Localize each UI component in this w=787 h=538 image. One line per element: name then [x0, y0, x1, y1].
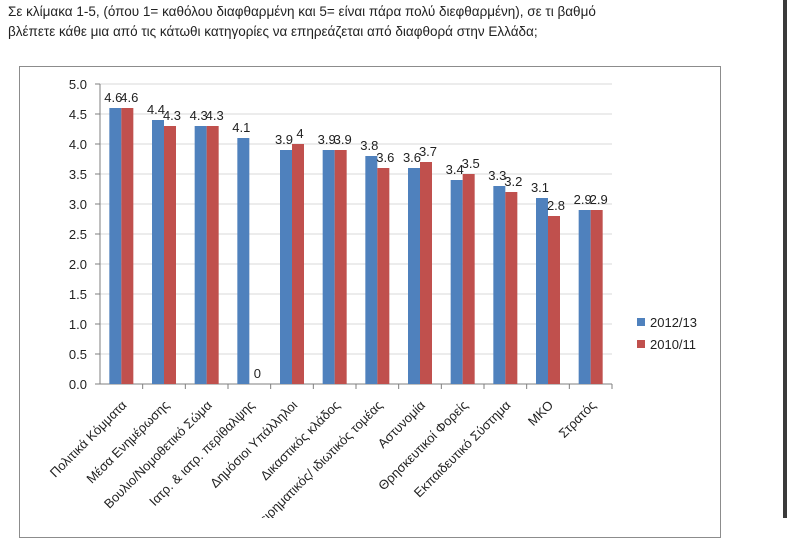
bar [590, 210, 603, 384]
y-tick-label: 4.0 [69, 137, 87, 152]
y-tick-label: 1.5 [69, 287, 87, 302]
y-tick-label: 0.0 [69, 377, 87, 392]
data-label: 3.9 [318, 132, 336, 147]
data-label: 3.2 [504, 174, 522, 189]
y-tick-label: 3.0 [69, 197, 87, 212]
bar [164, 126, 176, 384]
data-label: 3.7 [419, 144, 437, 159]
data-label: 2.9 [590, 192, 608, 207]
data-label: 3.4 [446, 162, 464, 177]
legend-label-series-1: 2012/13 [650, 314, 697, 330]
data-label: 3.6 [403, 150, 421, 165]
data-label: 3.5 [462, 156, 480, 171]
bar [420, 162, 432, 384]
bar [194, 126, 207, 384]
bar [450, 180, 463, 384]
window-edge [783, 0, 787, 518]
x-tick-label: ΜΚΟ [525, 398, 556, 429]
bar [365, 156, 378, 384]
bar [121, 108, 134, 384]
y-tick-label: 2.5 [69, 227, 87, 242]
legend-item-series-1: 2012/13 [637, 311, 697, 333]
bar [152, 120, 164, 384]
data-label: 3.6 [376, 150, 394, 165]
data-label: 2.8 [547, 198, 565, 213]
data-label: 0 [254, 366, 261, 381]
data-label: 4 [296, 126, 303, 141]
bar [237, 138, 250, 384]
bar [206, 126, 219, 384]
y-tick-label: 5.0 [69, 77, 87, 92]
bar [322, 150, 335, 384]
bar [334, 150, 347, 384]
legend-label-series-2: 2010/11 [650, 336, 697, 352]
question-text: Σε κλίμακα 1-5, (όπου 1= καθόλου διαφθαρ… [8, 2, 778, 42]
data-label: 2.9 [574, 192, 592, 207]
bar [505, 192, 518, 384]
bar [493, 186, 506, 384]
y-tick-label: 1.0 [69, 317, 87, 332]
data-label: 4.1 [232, 120, 250, 135]
x-tick-label: Επιχειρηματικός/ ιδιωτικός τομέας [237, 398, 385, 518]
data-label: 4.3 [206, 108, 224, 123]
data-label: 3.3 [488, 168, 506, 183]
data-label: 4.6 [104, 90, 122, 105]
data-label: 3.9 [275, 132, 293, 147]
chart-legend: 2012/13 2010/11 [637, 311, 697, 355]
y-tick-label: 0.5 [69, 347, 87, 362]
x-tick-label: Πολιτικά Κόμματα [47, 397, 130, 480]
bar [548, 216, 560, 384]
bar-chart: 0.0 0.5 1.0 1.5 2.0 2.5 3.0 3.5 4.0 4.5 5.0 4.64.6 Π… [47, 77, 613, 518]
bar [408, 168, 420, 384]
legend-swatch-series-1 [637, 318, 645, 326]
bar [462, 174, 475, 384]
x-tick-label: Δικαστικός κλάδος [257, 398, 343, 484]
legend-swatch-series-2 [637, 340, 645, 348]
question-line-2: βλέπετε κάθε μια από τις κάτωθι κατηγορί… [8, 24, 538, 39]
bar [377, 168, 390, 384]
y-tick-label: 4.5 [69, 107, 87, 122]
data-label: 4.4 [147, 102, 165, 117]
bar [578, 210, 591, 384]
bar [292, 144, 304, 384]
data-label: 4.6 [120, 90, 138, 105]
legend-item-series-2: 2010/11 [637, 333, 697, 355]
bar [536, 198, 548, 384]
x-tick-label: Στρατός [556, 398, 599, 441]
data-label: 3.9 [334, 132, 352, 147]
data-label: 4.3 [163, 108, 181, 123]
question-line-1: Σε κλίμακα 1-5, (όπου 1= καθόλου διαφθαρ… [8, 4, 596, 19]
bar [109, 108, 122, 384]
y-tick-label: 2.0 [69, 257, 87, 272]
data-label: 3.1 [531, 180, 549, 195]
data-label: 3.8 [360, 138, 378, 153]
bar [280, 150, 292, 384]
data-label: 4.3 [190, 108, 208, 123]
y-tick-label: 3.5 [69, 167, 87, 182]
